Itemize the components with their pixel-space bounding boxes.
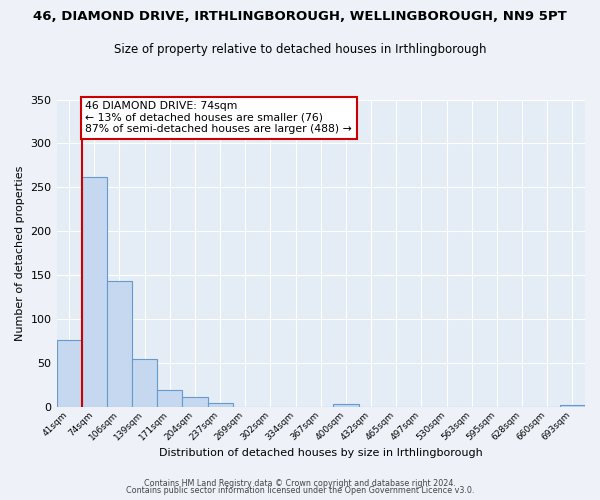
Text: Size of property relative to detached houses in Irthlingborough: Size of property relative to detached ho…: [114, 42, 486, 56]
Bar: [182, 398, 208, 407]
Text: 46 DIAMOND DRIVE: 74sqm
← 13% of detached houses are smaller (76)
87% of semi-de: 46 DIAMOND DRIVE: 74sqm ← 13% of detache…: [85, 102, 352, 134]
X-axis label: Distribution of detached houses by size in Irthlingborough: Distribution of detached houses by size …: [159, 448, 482, 458]
Text: Contains public sector information licensed under the Open Government Licence v3: Contains public sector information licen…: [126, 486, 474, 495]
Bar: [56, 340, 82, 407]
Y-axis label: Number of detached properties: Number of detached properties: [15, 166, 25, 341]
Bar: [208, 402, 233, 407]
Bar: [334, 404, 359, 407]
Text: Contains HM Land Registry data © Crown copyright and database right 2024.: Contains HM Land Registry data © Crown c…: [144, 478, 456, 488]
Bar: [157, 390, 182, 407]
Bar: [107, 282, 132, 407]
Text: 46, DIAMOND DRIVE, IRTHLINGBOROUGH, WELLINGBOROUGH, NN9 5PT: 46, DIAMOND DRIVE, IRTHLINGBOROUGH, WELL…: [33, 10, 567, 23]
Bar: [132, 358, 157, 407]
Bar: [560, 406, 585, 407]
Bar: [82, 177, 107, 407]
